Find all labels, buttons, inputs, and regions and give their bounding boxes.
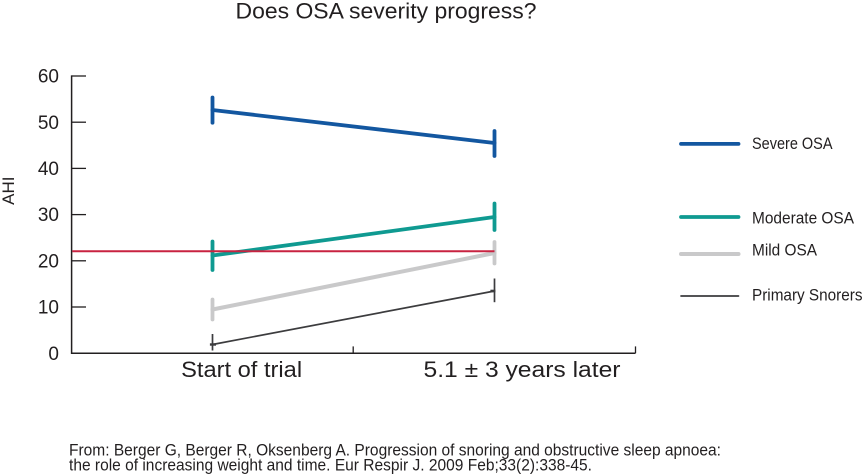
svg-text:20: 20 — [38, 251, 59, 272]
svg-text:60: 60 — [38, 67, 59, 88]
svg-text:30: 30 — [38, 205, 59, 226]
svg-text:Mild OSA: Mild OSA — [752, 241, 818, 260]
svg-text:5.1 ± 3 years later: 5.1 ± 3 years later — [424, 357, 622, 382]
svg-text:Primary Snorers: Primary Snorers — [752, 286, 863, 305]
svg-text:0: 0 — [48, 344, 59, 365]
svg-text:Moderate OSA: Moderate OSA — [752, 209, 855, 228]
svg-text:AHI: AHI — [0, 177, 18, 205]
svg-text:10: 10 — [38, 298, 59, 319]
svg-text:Start of trial: Start of trial — [181, 357, 302, 382]
svg-text:From: Berger G, Berger R, Okse: From: Berger G, Berger R, Oksenberg A. P… — [69, 441, 721, 460]
svg-text:Severe OSA: Severe OSA — [752, 134, 833, 153]
svg-text:the role of increasing weight: the role of increasing weight and time. … — [69, 456, 592, 475]
svg-text:Does OSA severity progress?: Does OSA severity progress? — [236, 0, 537, 24]
svg-text:50: 50 — [38, 113, 59, 134]
svg-text:40: 40 — [38, 159, 59, 180]
